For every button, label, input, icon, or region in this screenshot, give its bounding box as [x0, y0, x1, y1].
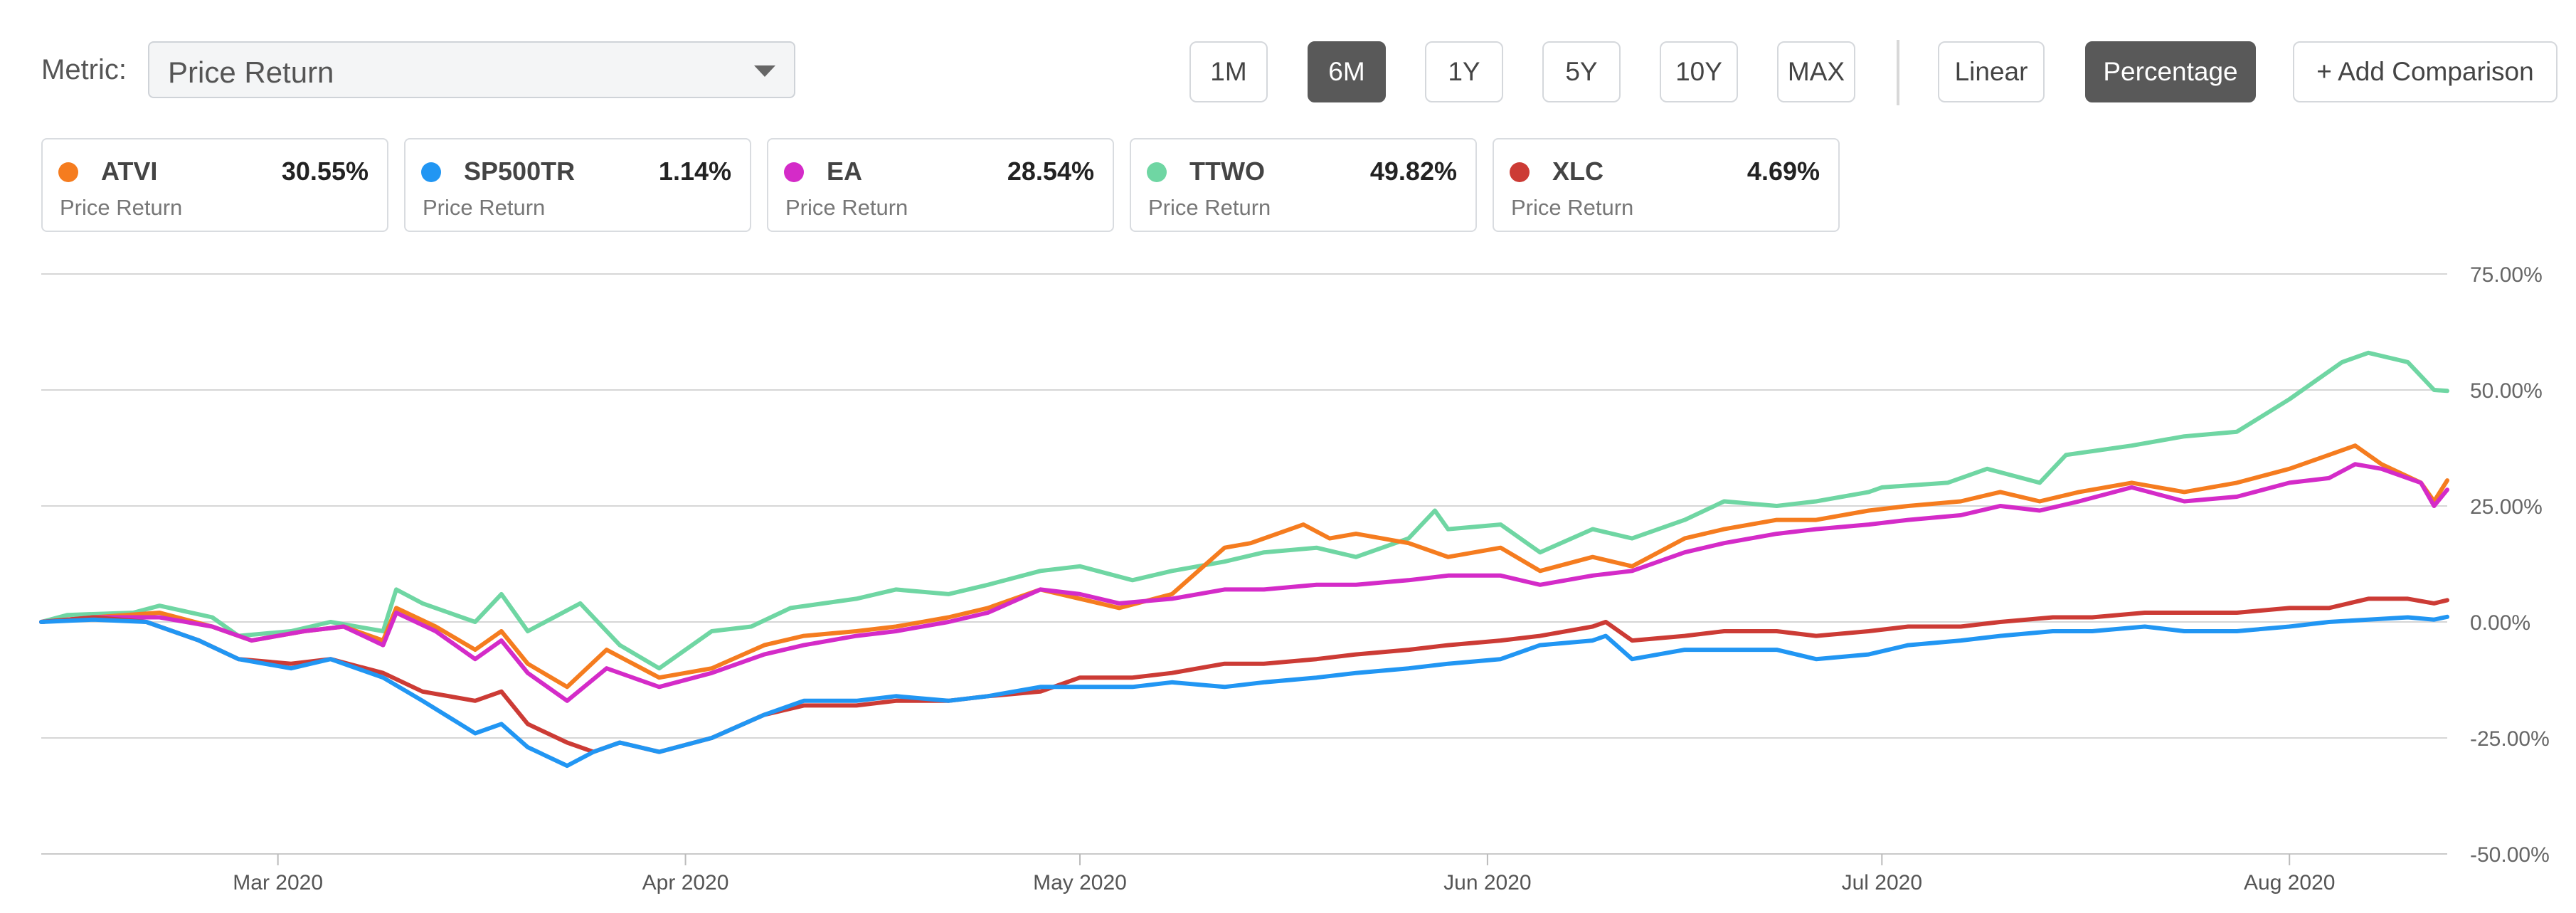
series-color-dot: [784, 162, 804, 182]
legend-ticker: ATVI: [101, 157, 158, 186]
legend-card-sp500tr[interactable]: SP500TR 1.14% Price Return: [404, 138, 751, 232]
range-button-max[interactable]: MAX: [1777, 41, 1855, 102]
y-tick-label: 0.00%: [2470, 611, 2530, 635]
x-tick-label: Jun 2020: [1443, 871, 1531, 894]
legend-card-ttwo[interactable]: TTWO 49.82% Price Return: [1130, 138, 1477, 232]
series-line-ea[interactable]: [39, 462, 2449, 703]
series-line-ttwo[interactable]: [39, 350, 2449, 671]
chart-gridlines: [41, 273, 2447, 855]
legend-value: 1.14%: [658, 157, 731, 186]
legend-value: 28.54%: [1007, 157, 1094, 186]
series-color-dot: [421, 162, 441, 182]
series-color-dot: [58, 162, 78, 182]
legend-value: 30.55%: [281, 157, 369, 186]
x-tick-label: Aug 2020: [2244, 871, 2335, 894]
y-tick-label: 75.00%: [2470, 263, 2543, 287]
legend-value: 49.82%: [1369, 157, 1457, 186]
legend-ticker: TTWO: [1189, 157, 1265, 186]
x-tick-label: Mar 2020: [233, 871, 323, 894]
x-tick-label: Jul 2020: [1842, 871, 1922, 894]
y-tick-label: -25.00%: [2470, 727, 2550, 751]
metric-dropdown[interactable]: Price Return: [148, 41, 795, 98]
x-tick-label: Apr 2020: [642, 871, 729, 894]
range-button-1y[interactable]: 1Y: [1425, 41, 1503, 102]
series-line-xlc[interactable]: [39, 596, 2449, 754]
series-line-atvi[interactable]: [39, 443, 2449, 690]
legend-metric: Price Return: [423, 195, 546, 220]
scale-button-percentage[interactable]: Percentage: [2085, 41, 2256, 102]
legend-metric: Price Return: [1511, 195, 1634, 220]
toolbar-divider: [1897, 40, 1899, 105]
series-color-dot: [1147, 162, 1167, 182]
metric-label: Metric:: [41, 54, 127, 85]
legend-ticker: SP500TR: [464, 157, 576, 186]
y-tick-label: 50.00%: [2470, 379, 2543, 403]
range-button-10y[interactable]: 10Y: [1660, 41, 1738, 102]
legend-metric: Price Return: [60, 195, 183, 220]
legend-value: 4.69%: [1747, 157, 1820, 186]
legend-metric: Price Return: [785, 195, 908, 220]
chart-series-lines: [39, 350, 2449, 769]
chart-y-axis: 75.00% 50.00% 25.00% 0.00% -25.00% -50.00%: [2470, 263, 2550, 867]
range-button-5y[interactable]: 5Y: [1542, 41, 1621, 102]
series-color-dot: [1510, 162, 1530, 182]
chart-x-axis: Mar 2020 Apr 2020 May 2020 Jun 2020 Jul 2020…: [41, 853, 2447, 894]
legend-ticker: EA: [827, 157, 863, 186]
legend-card-ea[interactable]: EA 28.54% Price Return: [767, 138, 1114, 232]
chevron-down-icon: [754, 65, 775, 77]
x-tick-label: May 2020: [1033, 871, 1127, 894]
series-line-sp500tr[interactable]: [39, 614, 2449, 769]
y-tick-label: -50.00%: [2470, 843, 2550, 867]
scale-button-linear[interactable]: Linear: [1938, 41, 2045, 102]
legend-card-atvi[interactable]: ATVI 30.55% Price Return: [41, 138, 388, 232]
range-button-6m[interactable]: 6M: [1308, 41, 1386, 102]
legend-ticker: XLC: [1552, 157, 1604, 186]
legend-card-xlc[interactable]: XLC 4.69% Price Return: [1493, 138, 1840, 232]
add-comparison-button[interactable]: + Add Comparison: [2293, 41, 2558, 102]
legend-metric: Price Return: [1148, 195, 1271, 220]
y-tick-label: 25.00%: [2470, 495, 2543, 519]
range-button-1m[interactable]: 1M: [1189, 41, 1268, 102]
metric-dropdown-value: Price Return: [168, 56, 334, 89]
